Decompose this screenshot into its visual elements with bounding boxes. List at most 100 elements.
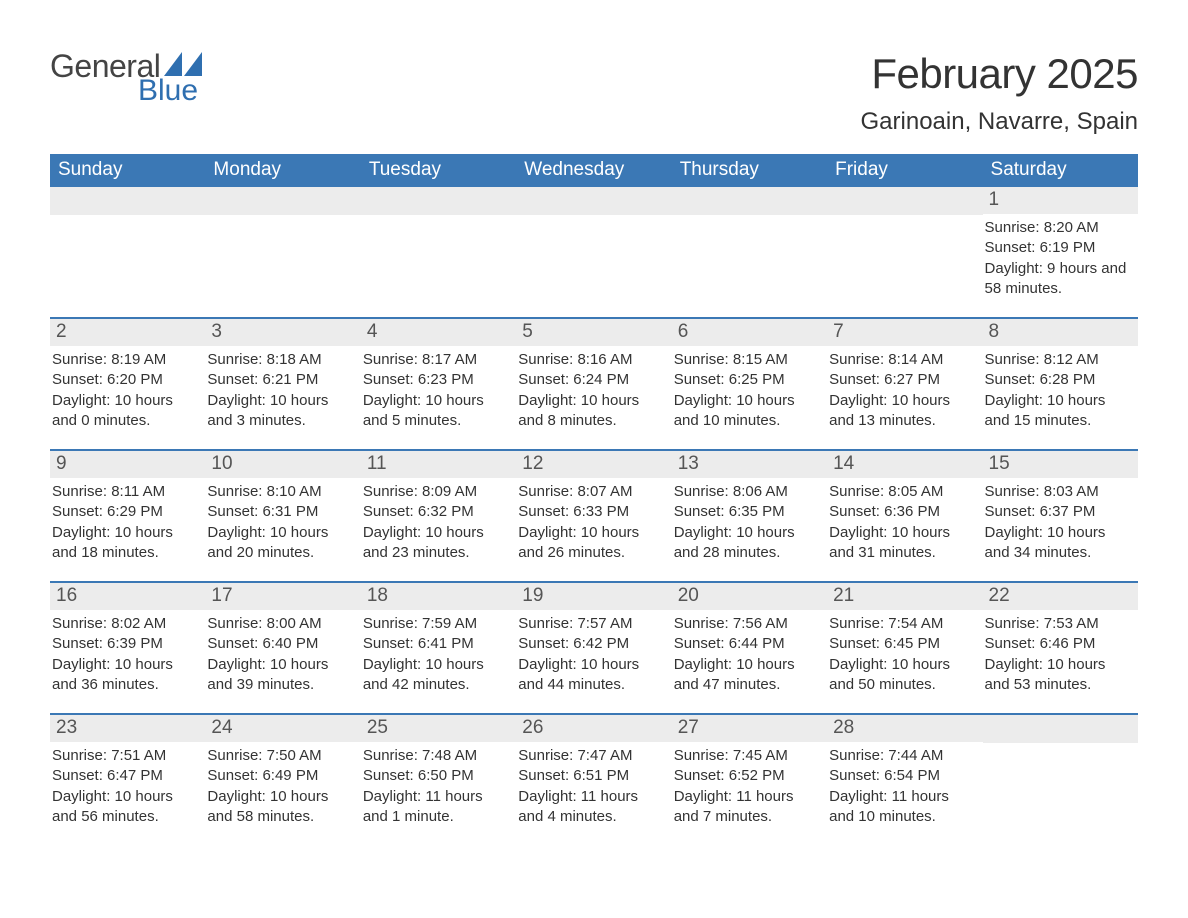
day-number (672, 187, 827, 215)
calendar-page: General Blue February 2025 Garinoain, Na… (0, 0, 1188, 871)
daylight-line: Daylight: 11 hours and 1 minute. (363, 787, 510, 828)
sunset-line: Sunset: 6:44 PM (674, 634, 821, 654)
calendar-week: 16Sunrise: 8:02 AMSunset: 6:39 PMDayligh… (50, 581, 1138, 699)
sunset-line: Sunset: 6:51 PM (518, 766, 665, 786)
calendar-cell: 11Sunrise: 8:09 AMSunset: 6:32 PMDayligh… (361, 451, 516, 567)
calendar-cell: 12Sunrise: 8:07 AMSunset: 6:33 PMDayligh… (516, 451, 671, 567)
daylight-line: Daylight: 10 hours and 26 minutes. (518, 523, 665, 564)
day-details: Sunrise: 8:20 AMSunset: 6:19 PMDaylight:… (983, 214, 1138, 303)
logo-text-blue: Blue (138, 76, 202, 106)
day-number: 1 (983, 187, 1138, 214)
day-number: 17 (205, 583, 360, 610)
daylight-line: Daylight: 10 hours and 8 minutes. (518, 391, 665, 432)
sunset-line: Sunset: 6:32 PM (363, 502, 510, 522)
calendar-cell: 16Sunrise: 8:02 AMSunset: 6:39 PMDayligh… (50, 583, 205, 699)
calendar-cell: 1Sunrise: 8:20 AMSunset: 6:19 PMDaylight… (983, 187, 1138, 303)
day-details: Sunrise: 8:05 AMSunset: 6:36 PMDaylight:… (827, 478, 982, 567)
daylight-line: Daylight: 10 hours and 58 minutes. (207, 787, 354, 828)
day-details: Sunrise: 8:06 AMSunset: 6:35 PMDaylight:… (672, 478, 827, 567)
day-details: Sunrise: 7:57 AMSunset: 6:42 PMDaylight:… (516, 610, 671, 699)
day-number: 24 (205, 715, 360, 742)
sunrise-line: Sunrise: 7:45 AM (674, 746, 821, 766)
day-number: 20 (672, 583, 827, 610)
day-details: Sunrise: 7:50 AMSunset: 6:49 PMDaylight:… (205, 742, 360, 831)
day-number: 10 (205, 451, 360, 478)
calendar-cell: 15Sunrise: 8:03 AMSunset: 6:37 PMDayligh… (983, 451, 1138, 567)
calendar-cell (205, 187, 360, 303)
daylight-line: Daylight: 11 hours and 7 minutes. (674, 787, 821, 828)
calendar-week: 2Sunrise: 8:19 AMSunset: 6:20 PMDaylight… (50, 317, 1138, 435)
title-block: February 2025 Garinoain, Navarre, Spain (861, 50, 1138, 136)
daylight-line: Daylight: 11 hours and 4 minutes. (518, 787, 665, 828)
sunset-line: Sunset: 6:54 PM (829, 766, 976, 786)
calendar-cell: 2Sunrise: 8:19 AMSunset: 6:20 PMDaylight… (50, 319, 205, 435)
weekday-header-row: Sunday Monday Tuesday Wednesday Thursday… (50, 154, 1138, 187)
day-number: 23 (50, 715, 205, 742)
sunrise-line: Sunrise: 7:56 AM (674, 614, 821, 634)
daylight-line: Daylight: 10 hours and 20 minutes. (207, 523, 354, 564)
weekday-header: Thursday (672, 154, 827, 187)
day-number: 16 (50, 583, 205, 610)
sunrise-line: Sunrise: 8:10 AM (207, 482, 354, 502)
calendar-cell: 20 Sunrise: 7:56 AMSunset: 6:44 PMDayligh… (672, 583, 827, 699)
daylight-line: Daylight: 10 hours and 50 minutes. (829, 655, 976, 696)
sunrise-line: Sunrise: 8:14 AM (829, 350, 976, 370)
weekday-header: Tuesday (361, 154, 516, 187)
day-details: Sunrise: 8:12 AMSunset: 6:28 PMDaylight:… (983, 346, 1138, 435)
day-number: 8 (983, 319, 1138, 346)
day-details: Sunrise: 8:15 AMSunset: 6:25 PMDaylight:… (672, 346, 827, 435)
day-details: Sunrise: 8:10 AMSunset: 6:31 PMDaylight:… (205, 478, 360, 567)
calendar-grid: Sunday Monday Tuesday Wednesday Thursday… (50, 154, 1138, 831)
sunset-line: Sunset: 6:42 PM (518, 634, 665, 654)
daylight-line: Daylight: 10 hours and 18 minutes. (52, 523, 199, 564)
sunset-line: Sunset: 6:50 PM (363, 766, 510, 786)
day-number: 12 (516, 451, 671, 478)
day-details: Sunrise: 8:16 AMSunset: 6:24 PMDaylight:… (516, 346, 671, 435)
sunset-line: Sunset: 6:28 PM (985, 370, 1132, 390)
daylight-line: Daylight: 10 hours and 10 minutes. (674, 391, 821, 432)
calendar-cell: 7Sunrise: 8:14 AMSunset: 6:27 PMDaylight… (827, 319, 982, 435)
calendar-cell: 18Sunrise: 7:59 AMSunset: 6:41 PMDayligh… (361, 583, 516, 699)
daylight-line: Daylight: 10 hours and 44 minutes. (518, 655, 665, 696)
sunrise-line: Sunrise: 8:18 AM (207, 350, 354, 370)
page-header: General Blue February 2025 Garinoain, Na… (50, 50, 1138, 136)
day-number: 27 (672, 715, 827, 742)
daylight-line: Daylight: 10 hours and 53 minutes. (985, 655, 1132, 696)
month-title: February 2025 (861, 50, 1138, 98)
day-details: Sunrise: 8:02 AMSunset: 6:39 PMDaylight:… (50, 610, 205, 699)
sunrise-line: Sunrise: 8:16 AM (518, 350, 665, 370)
calendar-week: 23Sunrise: 7:51 AMSunset: 6:47 PMDayligh… (50, 713, 1138, 831)
day-details: Sunrise: 7:47 AMSunset: 6:51 PMDaylight:… (516, 742, 671, 831)
day-number: 3 (205, 319, 360, 346)
sunset-line: Sunset: 6:49 PM (207, 766, 354, 786)
day-details: Sunrise: 8:18 AMSunset: 6:21 PMDaylight:… (205, 346, 360, 435)
day-details: Sunrise: 7:54 AMSunset: 6:45 PMDaylight:… (827, 610, 982, 699)
daylight-line: Daylight: 10 hours and 47 minutes. (674, 655, 821, 696)
logo: General Blue (50, 50, 202, 106)
day-number: 2 (50, 319, 205, 346)
weekday-header: Friday (827, 154, 982, 187)
sunset-line: Sunset: 6:35 PM (674, 502, 821, 522)
sunset-line: Sunset: 6:19 PM (985, 238, 1132, 258)
day-number: 18 (361, 583, 516, 610)
calendar-cell (672, 187, 827, 303)
sunrise-line: Sunrise: 8:07 AM (518, 482, 665, 502)
daylight-line: Daylight: 10 hours and 23 minutes. (363, 523, 510, 564)
calendar-cell: 17Sunrise: 8:00 AMSunset: 6:40 PMDayligh… (205, 583, 360, 699)
daylight-line: Daylight: 10 hours and 39 minutes. (207, 655, 354, 696)
sunset-line: Sunset: 6:31 PM (207, 502, 354, 522)
sunrise-line: Sunrise: 8:19 AM (52, 350, 199, 370)
day-details: Sunrise: 8:07 AMSunset: 6:33 PMDaylight:… (516, 478, 671, 567)
calendar-cell: 4Sunrise: 8:17 AMSunset: 6:23 PMDaylight… (361, 319, 516, 435)
daylight-line: Daylight: 10 hours and 28 minutes. (674, 523, 821, 564)
calendar-cell: 26Sunrise: 7:47 AMSunset: 6:51 PMDayligh… (516, 715, 671, 831)
sunset-line: Sunset: 6:24 PM (518, 370, 665, 390)
sunrise-line: Sunrise: 8:11 AM (52, 482, 199, 502)
day-details: Sunrise: 7:45 AMSunset: 6:52 PMDaylight:… (672, 742, 827, 831)
day-details: Sunrise: 8:00 AMSunset: 6:40 PMDaylight:… (205, 610, 360, 699)
sunrise-line: Sunrise: 8:17 AM (363, 350, 510, 370)
day-details: Sunrise: 7:44 AMSunset: 6:54 PMDaylight:… (827, 742, 982, 831)
calendar-cell (361, 187, 516, 303)
daylight-line: Daylight: 10 hours and 5 minutes. (363, 391, 510, 432)
calendar-cell: 3Sunrise: 8:18 AMSunset: 6:21 PMDaylight… (205, 319, 360, 435)
